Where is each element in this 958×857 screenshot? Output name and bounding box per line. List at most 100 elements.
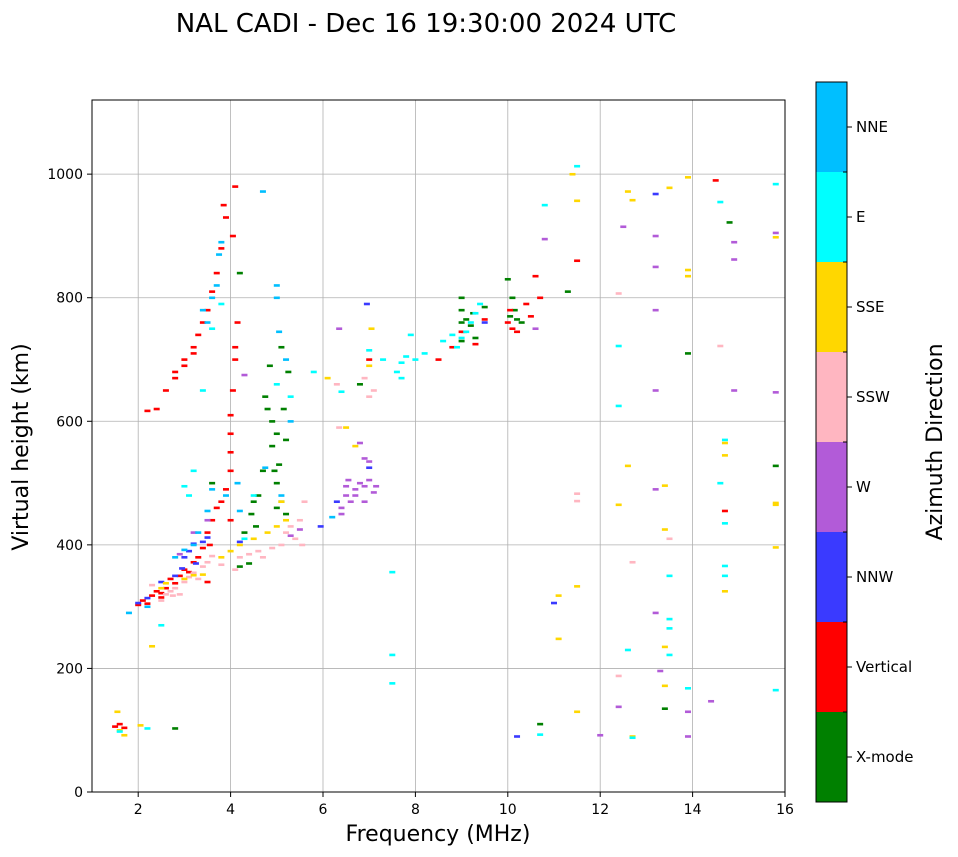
data-point	[172, 556, 179, 559]
colorbar-swatch	[816, 712, 847, 802]
data-point	[273, 432, 280, 436]
data-point	[661, 645, 668, 649]
data-point	[629, 560, 636, 564]
x-tick-label: 4	[226, 802, 235, 818]
colorbar-frame	[815, 81, 848, 803]
data-point	[615, 705, 622, 709]
data-point	[236, 540, 243, 544]
data-point	[708, 699, 715, 703]
data-point	[234, 481, 241, 485]
data-point	[666, 537, 673, 541]
data-point	[186, 494, 193, 497]
data-point	[121, 733, 128, 737]
data-point	[574, 199, 581, 203]
data-point	[190, 352, 197, 355]
data-point	[772, 391, 779, 394]
data-point	[772, 688, 779, 692]
y-tick-label: 800	[56, 291, 83, 307]
data-point	[721, 438, 728, 442]
data-point	[507, 315, 514, 318]
data-point	[389, 570, 396, 574]
data-point	[511, 308, 518, 312]
data-point	[666, 574, 673, 578]
data-point	[574, 492, 581, 495]
data-point	[190, 469, 197, 473]
data-point	[343, 426, 350, 429]
data-point	[283, 531, 290, 534]
data-point	[403, 355, 410, 358]
colorbar-swatch	[816, 442, 847, 532]
data-point	[514, 318, 521, 321]
colorbar-tick-label: E	[856, 208, 865, 226]
data-point	[273, 284, 280, 287]
data-point	[241, 373, 248, 377]
data-point	[564, 290, 571, 293]
data-point	[209, 290, 216, 293]
data-point	[209, 518, 216, 522]
data-point	[310, 370, 317, 374]
data-point	[620, 225, 627, 229]
colorbar-swatch	[816, 352, 847, 442]
data-point	[301, 500, 308, 504]
colorbar-tick-label: Vertical	[856, 658, 912, 676]
data-point	[112, 725, 119, 728]
data-point	[472, 342, 479, 346]
data-point	[259, 190, 266, 193]
y-axis-ticks: 0 200 400 600 800 1000	[47, 167, 92, 801]
data-point	[209, 554, 216, 558]
data-point	[158, 586, 165, 590]
data-point	[336, 426, 343, 429]
data-point	[158, 596, 165, 599]
data-point	[162, 593, 169, 596]
data-point	[772, 231, 779, 235]
grid-lines	[92, 100, 786, 793]
data-point	[407, 333, 414, 337]
data-point	[458, 321, 465, 324]
data-point	[181, 548, 188, 552]
x-axis-ticks: 2 4 6 8 10 12 14 16	[134, 792, 794, 818]
data-points	[112, 164, 779, 740]
data-point	[514, 735, 521, 738]
data-point	[574, 499, 581, 503]
data-point	[204, 518, 211, 522]
colorbar-swatch	[816, 532, 847, 622]
data-point	[250, 494, 257, 497]
colorbar-label: Azimuth Direction	[923, 343, 948, 540]
data-point	[537, 733, 544, 736]
data-point	[169, 594, 176, 597]
data-point	[509, 296, 516, 300]
data-point	[190, 543, 197, 547]
colorbar-tick-label: W	[856, 478, 871, 496]
data-point	[666, 186, 673, 190]
data-point	[149, 583, 156, 587]
data-point	[684, 176, 691, 179]
data-point	[181, 358, 188, 361]
data-point	[772, 464, 779, 468]
data-point	[232, 345, 239, 349]
data-point	[222, 488, 229, 491]
data-point	[253, 525, 260, 528]
data-point	[190, 345, 197, 349]
data-point	[721, 441, 728, 445]
colorbar-swatch	[816, 172, 847, 262]
data-point	[250, 537, 257, 541]
data-point	[255, 549, 262, 553]
data-point	[162, 389, 169, 392]
data-point	[551, 601, 557, 605]
data-point	[481, 305, 488, 309]
data-point	[236, 556, 243, 559]
data-point	[264, 407, 271, 411]
data-point	[361, 484, 368, 488]
data-point	[661, 484, 668, 487]
data-point	[393, 370, 400, 374]
data-point	[192, 562, 199, 565]
data-point	[236, 543, 243, 547]
data-point	[772, 503, 779, 507]
data-point	[181, 580, 188, 584]
data-point	[278, 543, 285, 547]
data-point	[299, 543, 306, 547]
data-point	[370, 389, 377, 392]
data-point	[229, 389, 236, 392]
data-point	[370, 491, 377, 494]
data-point	[213, 271, 220, 275]
